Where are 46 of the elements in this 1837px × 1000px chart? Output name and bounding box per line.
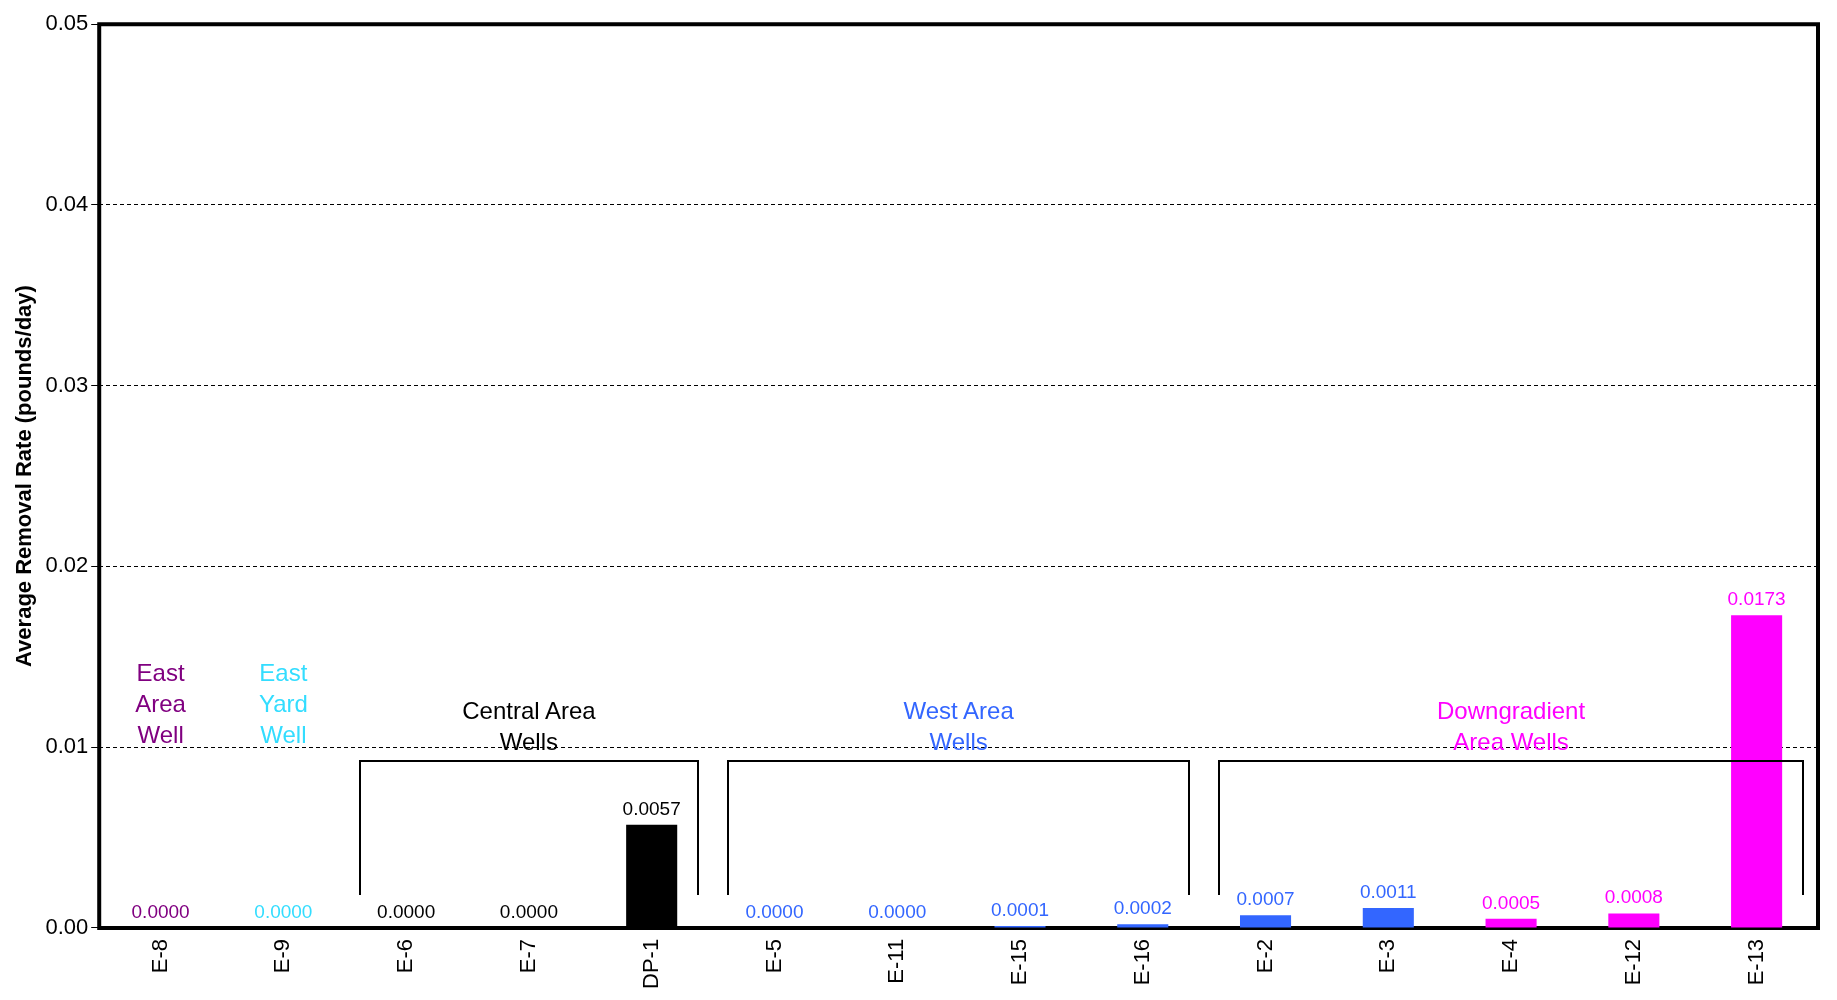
y-tick-label: 0.01 bbox=[45, 733, 89, 759]
x-tick-label: E-7 bbox=[514, 938, 540, 974]
data-label: 0.0011 bbox=[1359, 880, 1417, 902]
bar bbox=[1608, 913, 1660, 928]
bar bbox=[1117, 924, 1169, 928]
y-tick-label: 0.02 bbox=[45, 552, 89, 578]
data-label: 0.0007 bbox=[1236, 887, 1295, 909]
y-tick-label: 0.00 bbox=[45, 913, 89, 939]
bar bbox=[1240, 915, 1292, 928]
annotation: Downgradient Area Wells bbox=[1437, 697, 1586, 755]
bar bbox=[1362, 908, 1414, 928]
data-label: 0.0000 bbox=[377, 900, 436, 922]
data-label: 0.0000 bbox=[499, 900, 558, 922]
y-tick-label: 0.03 bbox=[45, 371, 89, 397]
data-label: 0.0173 bbox=[1727, 587, 1786, 609]
x-tick-label: E-5 bbox=[760, 938, 786, 974]
x-tick-label: DP-1 bbox=[637, 938, 663, 989]
data-label: 0.0002 bbox=[1113, 897, 1172, 918]
annotation: East Area Well bbox=[135, 658, 187, 748]
data-label: 0.0000 bbox=[254, 900, 313, 922]
annotation: West Area Wells bbox=[903, 697, 1015, 755]
data-label: 0.0001 bbox=[990, 898, 1050, 920]
x-tick-label: E-2 bbox=[1251, 938, 1277, 974]
data-label: 0.0008 bbox=[1604, 886, 1663, 908]
x-tick-label: E-6 bbox=[392, 938, 418, 974]
x-tick-label: E-8 bbox=[146, 938, 172, 974]
y-tick-label: 0.04 bbox=[45, 191, 89, 216]
data-label: 0.0005 bbox=[1482, 891, 1541, 913]
data-label: 0.0000 bbox=[868, 900, 927, 922]
x-tick-label: E-9 bbox=[269, 938, 295, 974]
x-tick-label: E-15 bbox=[1006, 938, 1032, 986]
data-label: 0.0000 bbox=[745, 900, 804, 922]
x-tick-label: E-11 bbox=[883, 938, 909, 984]
data-label: 0.0057 bbox=[622, 797, 681, 819]
x-tick-label: E-12 bbox=[1619, 938, 1645, 986]
data-label: 0.0000 bbox=[131, 900, 190, 922]
annotation: Central Area Wells bbox=[462, 697, 597, 755]
y-axis-title: Average Removal Rate (pounds/day) bbox=[11, 285, 37, 667]
x-tick-label: E-4 bbox=[1497, 938, 1523, 974]
bar bbox=[1731, 615, 1783, 928]
y-tick-label: 0.05 bbox=[45, 10, 89, 36]
x-tick-label: E-16 bbox=[1128, 938, 1154, 986]
annotation: East Yard Well bbox=[258, 658, 308, 748]
x-tick-label: E-13 bbox=[1742, 938, 1768, 986]
bar bbox=[1485, 918, 1537, 928]
x-tick-label: E-3 bbox=[1374, 938, 1400, 974]
